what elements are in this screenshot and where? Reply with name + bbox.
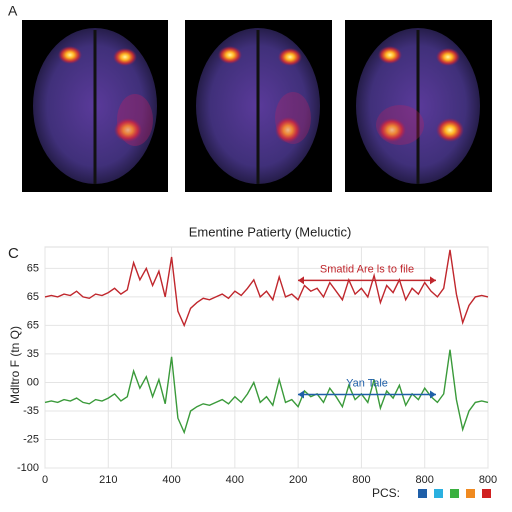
x-tick-label: 400: [226, 474, 244, 486]
x-tick-label: 200: [289, 474, 307, 486]
y-tick-label: -25: [23, 433, 39, 445]
brain-panel: [185, 20, 332, 192]
annotation: Yan Tale: [346, 377, 388, 389]
x-tick-label: 800: [416, 474, 434, 486]
y-tick-label: 65: [27, 291, 39, 303]
legend-label: PCS:: [372, 486, 400, 500]
brain-panel: [22, 20, 168, 192]
y-axis-label: Mdltro F (tn Q): [8, 326, 22, 404]
x-tick-label: 0: [42, 474, 48, 486]
panel-label: A: [8, 3, 18, 19]
y-tick-label: 65: [27, 262, 39, 274]
legend-swatches: [418, 489, 491, 498]
annotation: Smatid Are ls to file: [320, 263, 414, 275]
panel-label: C: [8, 245, 19, 262]
x-tick-label: 800: [352, 474, 370, 486]
y-tick-label: 35: [27, 348, 39, 360]
y-tick-label: 00: [27, 376, 39, 388]
chart-title: Ementine Patierty (Meluctic): [189, 224, 352, 239]
series-line: [44, 349, 489, 435]
brain-panel: [345, 20, 492, 192]
x-tick-label: 210: [99, 474, 117, 486]
y-tick-label: -100: [17, 462, 39, 474]
series-line: [44, 249, 489, 328]
y-tick-label: 65: [27, 319, 39, 331]
y-tick-label: -35: [23, 405, 39, 417]
x-tick-label: 800: [479, 474, 497, 486]
x-tick-label: 400: [162, 474, 180, 486]
